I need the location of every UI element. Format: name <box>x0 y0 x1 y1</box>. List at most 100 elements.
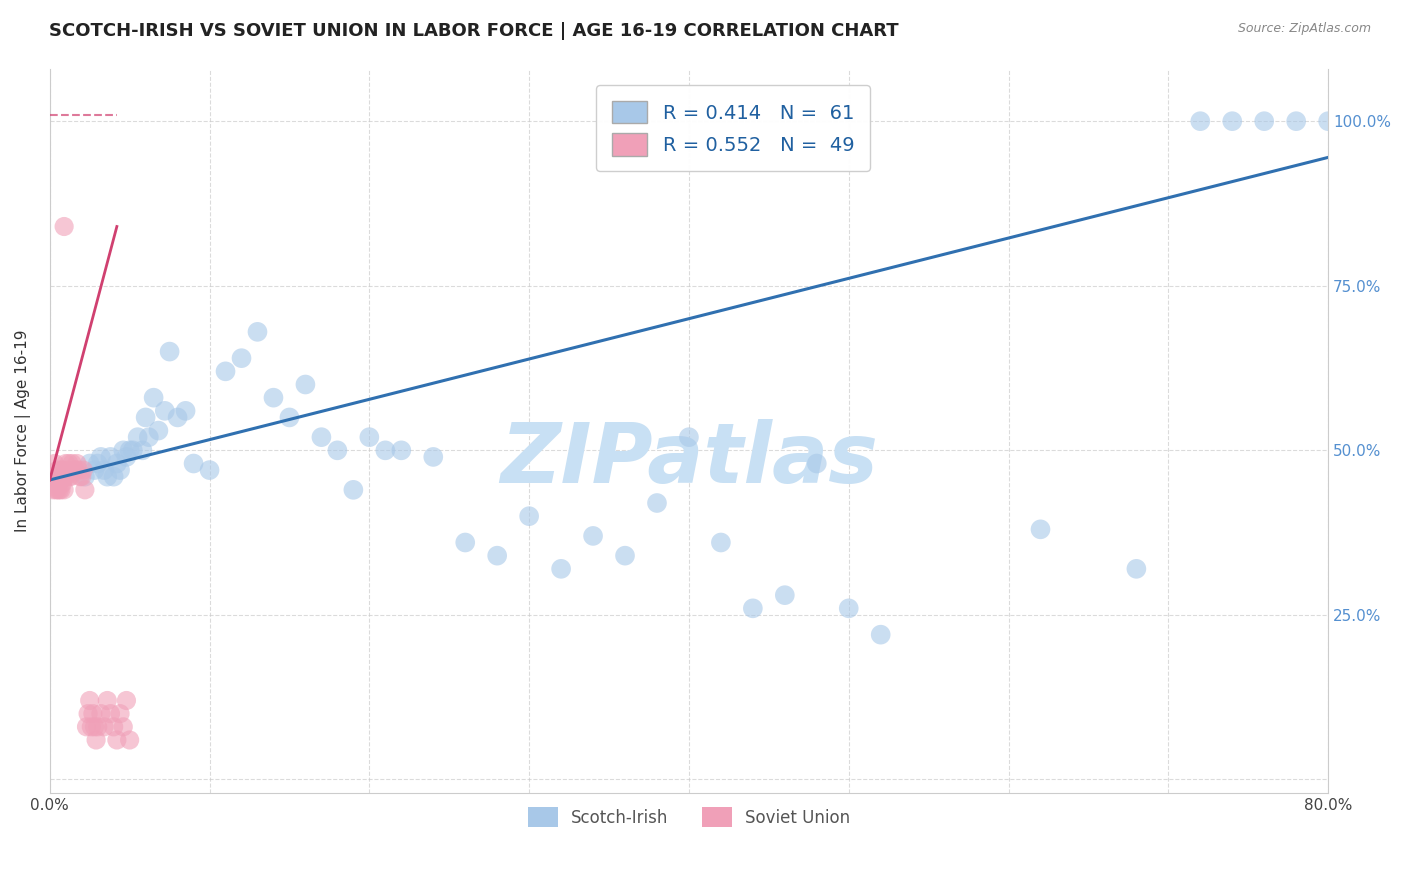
Point <box>138 430 160 444</box>
Point <box>121 443 143 458</box>
Point <box>127 430 149 444</box>
Point <box>45 469 67 483</box>
Point <box>70 469 93 483</box>
Point <box>112 720 135 734</box>
Point <box>142 391 165 405</box>
Point <box>45 483 67 497</box>
Point <box>51 463 73 477</box>
Point <box>869 628 891 642</box>
Point <box>51 476 73 491</box>
Point <box>806 457 828 471</box>
Point <box>49 463 72 477</box>
Point <box>1285 114 1308 128</box>
Point <box>1317 114 1340 128</box>
Point <box>112 443 135 458</box>
Point <box>166 410 188 425</box>
Text: SCOTCH-IRISH VS SOVIET UNION IN LABOR FORCE | AGE 16-19 CORRELATION CHART: SCOTCH-IRISH VS SOVIET UNION IN LABOR FO… <box>49 22 898 40</box>
Point <box>56 463 79 477</box>
Point <box>710 535 733 549</box>
Point <box>80 720 103 734</box>
Point <box>48 483 70 497</box>
Point <box>105 733 128 747</box>
Point <box>73 469 96 483</box>
Point <box>148 424 170 438</box>
Point <box>1189 114 1212 128</box>
Point <box>118 733 141 747</box>
Point <box>59 469 82 483</box>
Point <box>93 463 115 477</box>
Point <box>214 364 236 378</box>
Point <box>278 410 301 425</box>
Point <box>326 443 349 458</box>
Point <box>174 404 197 418</box>
Point <box>96 693 118 707</box>
Point <box>77 706 100 721</box>
Point <box>84 733 107 747</box>
Point <box>741 601 763 615</box>
Point <box>1125 562 1147 576</box>
Point <box>374 443 396 458</box>
Point <box>76 720 98 734</box>
Point <box>231 351 253 366</box>
Point <box>46 483 69 497</box>
Point <box>246 325 269 339</box>
Point <box>48 469 70 483</box>
Point <box>115 693 138 707</box>
Point <box>678 430 700 444</box>
Point <box>73 483 96 497</box>
Point <box>311 430 333 444</box>
Point <box>53 469 76 483</box>
Point <box>183 457 205 471</box>
Point <box>118 443 141 458</box>
Point <box>58 457 80 471</box>
Point <box>62 463 84 477</box>
Point <box>55 469 77 483</box>
Text: Source: ZipAtlas.com: Source: ZipAtlas.com <box>1237 22 1371 36</box>
Point <box>359 430 381 444</box>
Point <box>198 463 221 477</box>
Point <box>773 588 796 602</box>
Point <box>100 450 122 464</box>
Point <box>58 469 80 483</box>
Point <box>66 457 89 471</box>
Point <box>55 457 77 471</box>
Point <box>108 706 131 721</box>
Point <box>65 463 87 477</box>
Point <box>582 529 605 543</box>
Point <box>53 483 76 497</box>
Point <box>517 509 540 524</box>
Point <box>486 549 509 563</box>
Point <box>1029 522 1052 536</box>
Point <box>60 457 83 471</box>
Point <box>67 463 90 477</box>
Point <box>294 377 316 392</box>
Point <box>115 450 138 464</box>
Point <box>86 720 108 734</box>
Point <box>838 601 860 615</box>
Point <box>135 410 157 425</box>
Point <box>53 219 76 234</box>
Point <box>159 344 181 359</box>
Point <box>44 457 66 471</box>
Point <box>42 483 65 497</box>
Point <box>342 483 364 497</box>
Point <box>96 469 118 483</box>
Point <box>263 391 285 405</box>
Y-axis label: In Labor Force | Age 16-19: In Labor Force | Age 16-19 <box>15 329 31 532</box>
Point <box>90 450 112 464</box>
Point <box>103 469 125 483</box>
Point <box>103 720 125 734</box>
Point <box>79 693 101 707</box>
Point <box>46 463 69 477</box>
Point <box>44 469 66 483</box>
Point <box>49 483 72 497</box>
Point <box>153 404 176 418</box>
Point <box>83 463 105 477</box>
Point <box>69 469 91 483</box>
Point <box>645 496 668 510</box>
Point <box>79 457 101 471</box>
Point <box>1220 114 1243 128</box>
Point <box>422 450 444 464</box>
Legend: Scotch-Irish, Soviet Union: Scotch-Irish, Soviet Union <box>519 799 859 835</box>
Point <box>131 443 153 458</box>
